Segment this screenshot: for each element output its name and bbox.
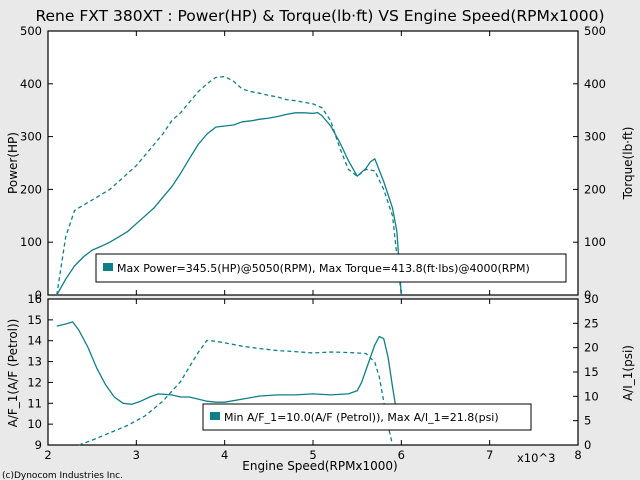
y2-tick-label: 300: [584, 130, 606, 144]
y-tick-label: 300: [20, 130, 42, 144]
y-tick-label: 200: [20, 182, 42, 196]
power-torque-series: [56, 75, 402, 296]
af-boost-ticks: 2 3 4 5 6 7 8 9 10 11 12 13 14 15 16 0 5 10 15 20 25 30: [27, 292, 598, 462]
legend-swatch: [103, 263, 113, 271]
y2-tick-label: 0: [584, 288, 591, 302]
y2-tick-label: 100: [584, 235, 606, 249]
dashed-series-line: [56, 75, 402, 296]
y2-tick-label: 500: [584, 24, 606, 38]
y-tick-label: 13: [27, 355, 42, 369]
chart-title: Rene FXT 380XT : Power(HP) & Torque(lb·f…: [35, 7, 604, 25]
y-tick-label: 11: [27, 396, 42, 410]
y2-tick-label: 5: [584, 414, 591, 428]
x-axis-label: Engine Speed(RPMx1000): [242, 459, 398, 473]
solid-series-line: [56, 321, 402, 425]
x-tick-label: 3: [133, 448, 140, 462]
x-multiplier-label: x10^3: [517, 451, 555, 465]
y2-tick-label: 0: [584, 438, 591, 452]
legend-box: [95, 253, 567, 283]
af-axis-label: A/F_1(A/F (Petrol)): [6, 319, 20, 428]
y-tick-label: 0: [35, 288, 42, 302]
y2-tick-label: 15: [584, 365, 599, 379]
x-tick-label: 4: [221, 448, 228, 462]
power-torque-plot-area: [47, 30, 579, 296]
y-tick-label: 10: [27, 417, 42, 431]
torque-axis-label: Torque(lb·ft): [621, 127, 635, 201]
y2-tick-label: 10: [584, 389, 599, 403]
y2-tick-label: 20: [584, 341, 599, 355]
x-tick-label: 8: [574, 448, 581, 462]
legend-label: Min A/F_1=10.0(A/F (Petrol)), Max A/I_1=…: [224, 411, 499, 424]
y2-tick-label: 400: [584, 77, 606, 91]
af-boost-series: [56, 321, 402, 446]
copyright-text: (c)Dynocom Industries Inc.: [2, 471, 123, 480]
y-tick-label: 14: [27, 334, 42, 348]
power-axis-label: Power(HP): [6, 132, 20, 194]
y-tick-label: 100: [20, 235, 42, 249]
boost-axis-label: A/I_1(psi): [621, 345, 635, 401]
x-tick-label: 5: [309, 448, 316, 462]
y-tick-label: 12: [27, 375, 42, 389]
y-tick-label: 15: [27, 313, 42, 327]
y2-tick-label: 200: [584, 182, 606, 196]
x-tick-label: 6: [398, 448, 405, 462]
y-tick-label: 9: [35, 438, 42, 452]
y-tick-label: 500: [20, 24, 42, 38]
solid-series-line: [56, 111, 402, 296]
y-tick-label: 400: [20, 77, 42, 91]
power-torque-ticks: 0 100 200 300 400 500 0 100 200 300 400 500: [20, 24, 606, 302]
x-tick-label: 7: [486, 448, 493, 462]
y2-tick-label: 25: [584, 316, 599, 330]
af-boost-legend: Min A/F_1=10.0(A/F (Petrol)), Max A/I_1=…: [202, 403, 532, 431]
power-torque-legend: Max Power=345.5(HP)@5050(RPM), Max Torqu…: [95, 253, 567, 283]
x-tick-label: 2: [44, 448, 51, 462]
legend-label: Max Power=345.5(HP)@5050(RPM), Max Torqu…: [117, 262, 530, 275]
legend-swatch: [210, 412, 220, 420]
legend-box: [202, 403, 532, 431]
y2-tick-label: 30: [584, 292, 599, 306]
y-tick-label: 16: [27, 292, 42, 306]
